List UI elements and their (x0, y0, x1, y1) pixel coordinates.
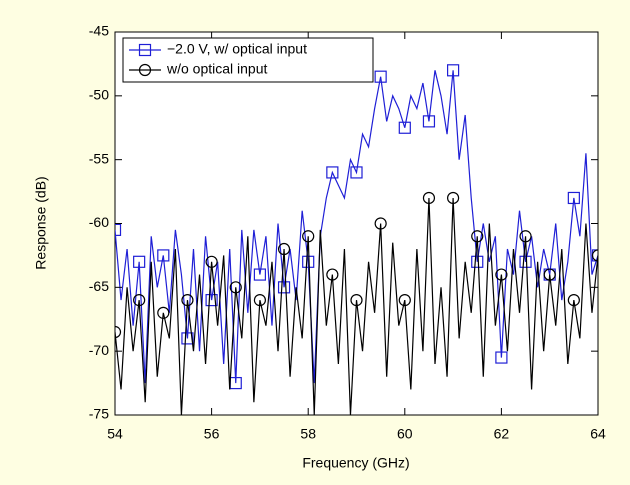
marker (519, 255, 532, 268)
marker (115, 223, 122, 236)
marker (422, 115, 436, 128)
marker (157, 306, 170, 319)
marker (302, 230, 315, 243)
x-tick-label: 64 (590, 426, 606, 442)
marker (398, 294, 411, 307)
marker (447, 64, 460, 77)
marker (350, 294, 363, 307)
marker (398, 121, 411, 134)
marker (326, 166, 339, 179)
marker (422, 191, 436, 205)
marker (181, 294, 194, 307)
x-tick-label: 60 (397, 426, 413, 442)
marker (567, 294, 580, 307)
x-tick-label: 58 (300, 426, 316, 442)
legend-label: −2.0 V, w/ optical input (167, 41, 307, 57)
x-tick-label: 54 (107, 426, 123, 442)
plot-area (114, 31, 599, 416)
legend-box (122, 37, 374, 83)
marker (495, 268, 508, 281)
marker (205, 255, 218, 268)
x-axis-label: Frequency (GHz) (302, 455, 409, 471)
series-line (115, 70, 598, 384)
marker (133, 255, 146, 268)
marker (277, 242, 291, 256)
marker (326, 268, 339, 281)
legend-label: w/o optical input (166, 61, 268, 77)
marker (471, 230, 484, 243)
marker (229, 281, 242, 294)
marker (374, 70, 387, 83)
marker (253, 294, 266, 307)
marker (302, 255, 315, 268)
y-tick-label: -75 (89, 406, 109, 422)
y-axis-label: Response (dB) (33, 176, 49, 269)
marker (543, 268, 556, 281)
marker (447, 191, 460, 205)
marker (374, 217, 387, 230)
y-tick-label: -65 (89, 278, 109, 294)
marker (181, 332, 194, 345)
marker (253, 268, 266, 281)
y-tick-label: -45 (89, 23, 109, 39)
legend-marker (138, 63, 152, 77)
marker (495, 351, 508, 364)
y-tick-label: -55 (89, 150, 109, 166)
marker (205, 294, 218, 307)
marker (133, 294, 146, 307)
marker (115, 325, 122, 339)
y-tick-label: -60 (89, 214, 109, 230)
marker (519, 230, 532, 243)
marker (567, 191, 580, 205)
series-line (115, 197, 598, 415)
marker (350, 166, 363, 179)
y-tick-label: -50 (89, 87, 109, 103)
series-layer (115, 64, 598, 415)
marker (157, 249, 170, 262)
marker (471, 255, 484, 268)
y-tick-label: -70 (89, 342, 109, 358)
marker (277, 281, 291, 294)
x-tick-label: 62 (494, 426, 510, 442)
marker (591, 249, 598, 262)
x-tick-label: 56 (204, 426, 220, 442)
legend-marker (138, 43, 152, 57)
